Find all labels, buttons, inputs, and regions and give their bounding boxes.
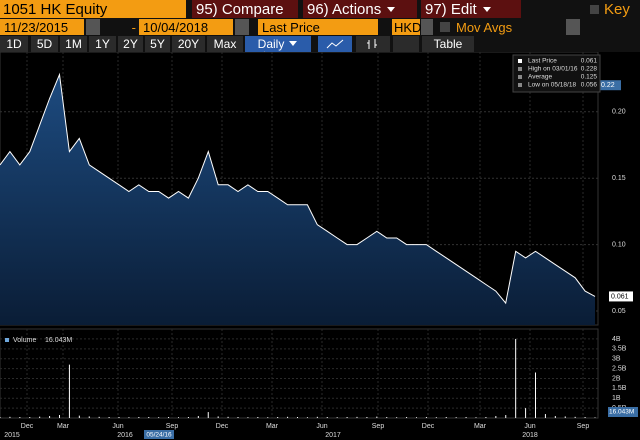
- x-tick-label: Jun: [112, 423, 123, 430]
- price-area: [0, 74, 595, 325]
- legend-value: 0.056: [581, 82, 598, 89]
- actions-button[interactable]: 96) Actions: [303, 0, 417, 18]
- y-tick-label: 2.5B: [612, 365, 627, 372]
- volume-panel: [0, 328, 599, 419]
- volume-legend-name: Volume: [13, 337, 36, 344]
- frequency-select[interactable]: Daily: [245, 36, 311, 52]
- x-tick-label: Dec: [21, 423, 34, 430]
- frequency-text: Daily: [257, 37, 285, 51]
- table-button[interactable]: Table: [422, 36, 474, 52]
- x-tick-label: Dec: [422, 423, 435, 430]
- volume-tag-bg: [608, 407, 638, 417]
- end-date[interactable]: 10/04/2018: [139, 19, 233, 35]
- settings-icon[interactable]: [393, 36, 419, 52]
- y-tick-label: 0.15: [612, 175, 626, 182]
- check: [440, 22, 450, 32]
- line-chart-icon[interactable]: [318, 36, 352, 52]
- y-tick-label: 2B: [612, 375, 621, 382]
- x-tick-label: Sep: [166, 423, 179, 430]
- mov-avgs-text: Mov Avgs: [456, 20, 513, 35]
- range-button[interactable]: 5Y: [145, 36, 170, 52]
- icon: [326, 39, 344, 49]
- year-label: 2015: [4, 432, 20, 439]
- bar-icon[interactable]: [356, 36, 390, 52]
- edit-text: 97) Edit: [425, 1, 477, 18]
- mov-avgs[interactable]: Mov Avgs: [440, 19, 555, 35]
- y-tick-label: 0.20: [612, 109, 626, 116]
- range-button[interactable]: 1Y: [89, 36, 116, 52]
- volume-legend-icon: [5, 338, 9, 342]
- range-button[interactable]: 1D: [0, 36, 28, 52]
- check: [590, 5, 599, 14]
- compare-button[interactable]: 95) Compare: [192, 0, 298, 18]
- price-line: [0, 72, 596, 305]
- range-button[interactable]: 20Y: [172, 36, 205, 52]
- y-tick-label: 1B: [612, 395, 621, 402]
- last-tag: 0.061: [611, 293, 629, 300]
- high-tag: 0.22: [601, 82, 615, 89]
- key-text: Key: [604, 1, 630, 18]
- dropdown-icon[interactable]: [566, 19, 580, 35]
- volume-legend-value: 16.043M: [45, 337, 72, 344]
- currency-select[interactable]: HKD: [392, 19, 422, 35]
- y-tick-label: 0.10: [612, 241, 626, 248]
- y-tick-label: 0.05: [612, 308, 626, 315]
- chart: 0.05 0.10 0.15 0.20 0.22 0.061 Last Price 0.061…: [0, 52, 638, 439]
- caret: [387, 7, 396, 12]
- field-select[interactable]: Last Price: [258, 19, 378, 35]
- legend-label: High on 03/01/16: [528, 66, 578, 73]
- date-separator: -: [131, 20, 136, 35]
- caret: [482, 7, 491, 12]
- x-tick-label: Mar: [266, 423, 279, 430]
- legend-label: Last Price: [528, 58, 557, 65]
- legend-icon: [518, 75, 522, 79]
- last-tag-bg: [609, 291, 633, 302]
- edit-button[interactable]: 97) Edit: [421, 0, 521, 18]
- legend-icon: [518, 67, 522, 71]
- key-button[interactable]: Key: [590, 0, 640, 18]
- legend-label: Low on 05/18/18: [528, 82, 576, 89]
- year-label: 2018: [522, 432, 538, 439]
- legend-value: 0.125: [581, 74, 598, 81]
- x-tick-label: Mar: [57, 423, 70, 430]
- x-tick-label: Dec: [216, 423, 229, 430]
- legend-icon: [518, 83, 522, 87]
- y-tick-label: 1.5B: [612, 385, 627, 392]
- range-button[interactable]: 2Y: [118, 36, 143, 52]
- actions-text: 96) Actions: [307, 1, 382, 18]
- y-tick-label: 4B: [612, 336, 621, 343]
- volume-tag: 16.043M: [609, 409, 634, 416]
- year-label: 2017: [325, 432, 341, 439]
- x-tick-label: Sep: [372, 423, 385, 430]
- range-button[interactable]: 1M: [60, 36, 87, 52]
- legend-icon: [518, 59, 522, 63]
- legend-label: Average: [528, 74, 552, 81]
- icon: [367, 39, 377, 49]
- caret: [289, 41, 298, 46]
- x-tick-label: Mar: [474, 423, 487, 430]
- range-button[interactable]: Max: [207, 36, 243, 52]
- legend-box: [512, 54, 601, 93]
- legend-value: 0.228: [581, 66, 598, 73]
- y-tick-label: 3.5B: [612, 346, 627, 353]
- high-tag-bg: [599, 80, 621, 91]
- calendar-icon[interactable]: [86, 19, 100, 35]
- legend-value: 0.061: [581, 58, 598, 65]
- cursor-date: 05/24/16: [146, 432, 172, 439]
- cursor-date-bg: [144, 430, 174, 439]
- y-tick-label: 3B: [612, 356, 621, 363]
- year-label: 2016: [117, 432, 133, 439]
- dropdown-icon[interactable]: [421, 19, 433, 35]
- x-tick-label: Jun: [524, 423, 535, 430]
- x-tick-label: Sep: [577, 423, 590, 430]
- calendar-icon[interactable]: [235, 19, 249, 35]
- range-button[interactable]: 5D: [31, 36, 58, 52]
- ticker[interactable]: 1051 HK Equity: [0, 0, 186, 18]
- start-date[interactable]: 11/23/2015: [0, 19, 84, 35]
- x-tick-label: Jun: [316, 423, 327, 430]
